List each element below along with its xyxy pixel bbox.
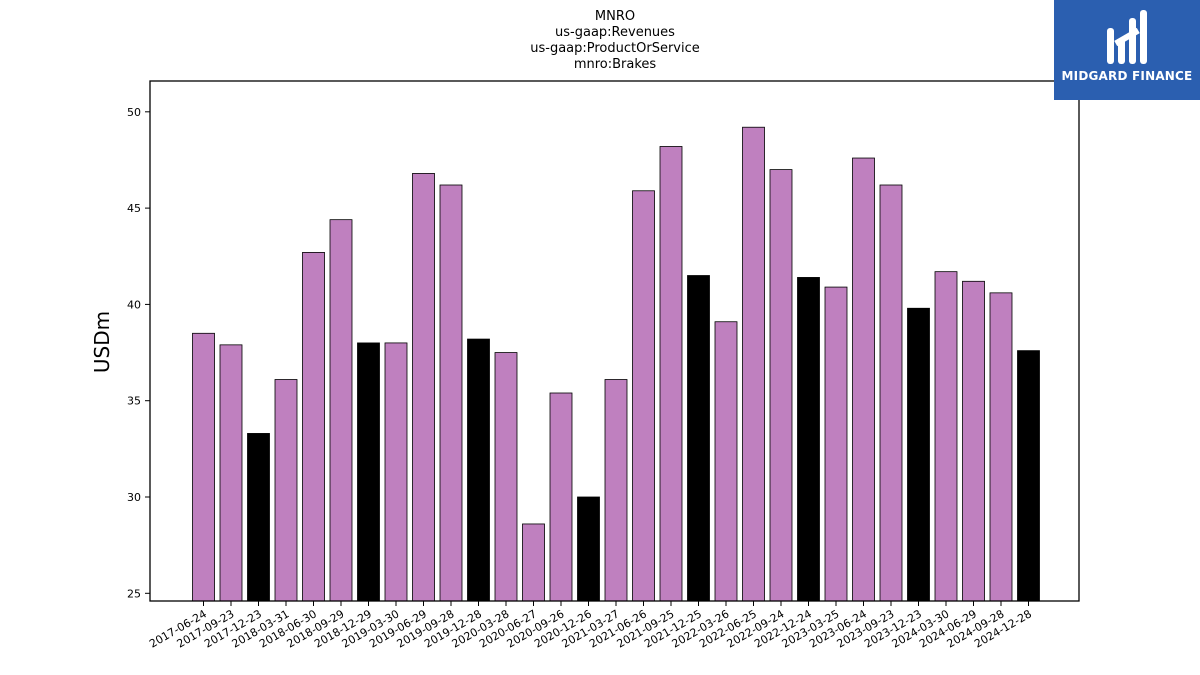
bar-2020-06-27	[522, 523, 545, 602]
plot-area-frame	[149, 80, 1080, 602]
bar-2017-06-24	[192, 332, 215, 602]
bar-2018-09-29	[329, 219, 353, 602]
chart-title-line-1: MNRO	[595, 9, 635, 24]
bar-2019-06-29	[412, 173, 435, 602]
x-axis-ticks: 2017-06-242017-09-232017-12-232018-03-31…	[147, 601, 1034, 651]
bar-series	[192, 126, 1040, 602]
bar-2018-03-31	[274, 379, 298, 602]
bar-2024-12-28	[1017, 350, 1040, 602]
chart-title-line-4: mnro:Brakes	[574, 57, 657, 72]
bar-2022-03-26	[714, 321, 738, 602]
brand-name: MIDGARD FINANCE	[1061, 69, 1193, 83]
bar-2024-03-30	[934, 271, 958, 602]
bar-2023-12-23	[907, 307, 930, 602]
bar-2024-06-29	[962, 280, 985, 602]
chart-title: MNRO us-gaap:Revenues us-gaap:ProductOrS…	[530, 9, 700, 72]
bar-2023-09-23	[879, 184, 903, 602]
bar-2019-03-30	[384, 342, 408, 602]
brand-logo: MIDGARD FINANCE	[1054, 0, 1200, 100]
bar-2021-03-27	[604, 379, 628, 602]
chart-title-line-2: us-gaap:Revenues	[555, 25, 675, 40]
y-tick-label: 30	[127, 491, 141, 504]
bar-2021-12-25	[687, 275, 710, 602]
bar-2022-12-24	[797, 277, 820, 602]
y-tick-label: 50	[127, 106, 141, 119]
bar-2020-03-28	[494, 352, 518, 602]
y-axis-label: USDm	[90, 311, 114, 373]
bar-2022-09-24	[769, 169, 793, 602]
bar-2017-09-23	[219, 344, 243, 602]
bar-2024-09-28	[989, 292, 1013, 602]
y-axis-ticks: 25 30 35 40 45 50	[127, 106, 150, 600]
bar-2021-09-25	[659, 146, 683, 602]
bar-2021-06-26	[632, 190, 655, 602]
y-tick-label: 45	[127, 202, 141, 215]
bar-2022-06-25	[742, 126, 765, 602]
bar-2023-03-25	[824, 286, 848, 602]
y-tick-label: 35	[127, 395, 141, 408]
bar-2018-12-29	[357, 342, 380, 602]
chart-title-line-3: us-gaap:ProductOrService	[530, 41, 700, 56]
bar-2020-12-26	[577, 496, 600, 602]
bar-2018-06-30	[302, 252, 325, 602]
bar-2019-12-28	[467, 338, 490, 602]
bar-2019-09-28	[439, 184, 463, 602]
bar-2023-06-24	[852, 157, 875, 602]
y-tick-label: 25	[127, 587, 141, 600]
bar-2017-12-23	[247, 433, 270, 602]
brand-logo-icon	[1107, 10, 1147, 64]
y-tick-label: 40	[127, 298, 141, 311]
bar-2020-09-26	[549, 392, 573, 602]
